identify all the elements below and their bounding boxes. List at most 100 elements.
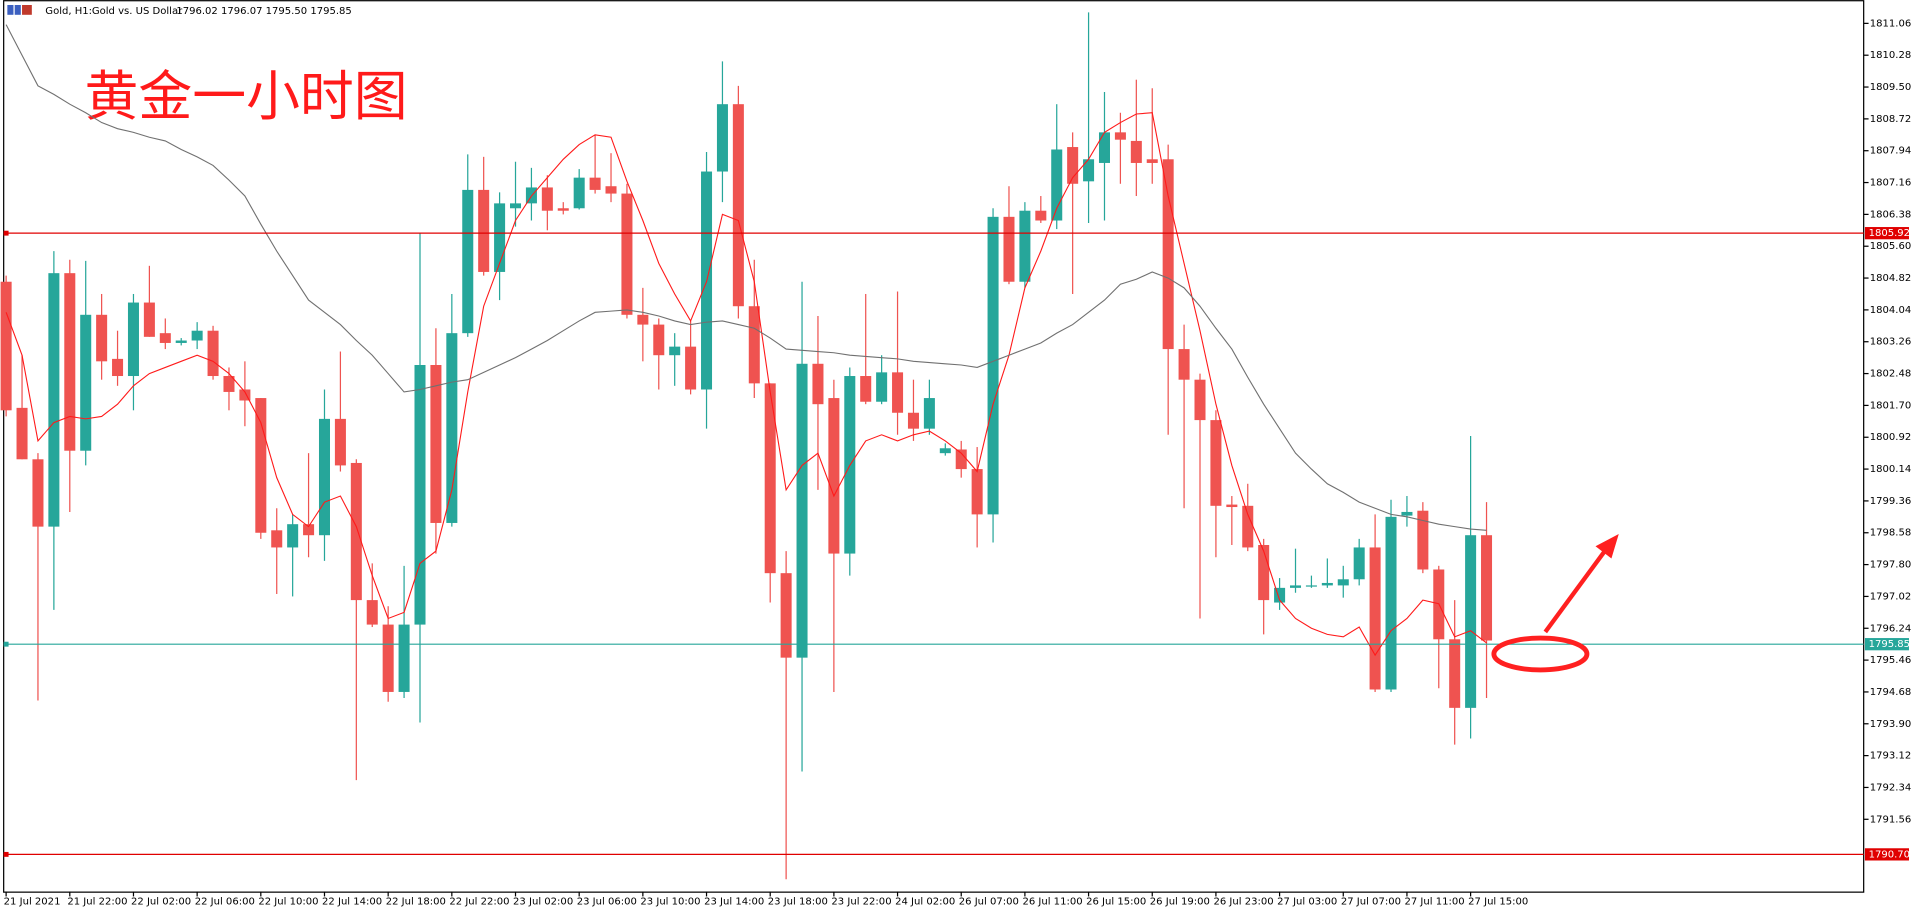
- x-tick-label: 22 Jul 02:00: [131, 896, 191, 907]
- x-tick-label: 23 Jul 14:00: [704, 896, 764, 907]
- y-tick-label: 1808.72: [1870, 114, 1911, 125]
- y-tick-label: 1804.82: [1870, 273, 1911, 284]
- description: Gold vs. US Dollar: [92, 6, 183, 17]
- level-label: 1795.85: [1869, 639, 1910, 650]
- x-tick-label: 23 Jul 18:00: [768, 896, 828, 907]
- candle-body: [1098, 132, 1110, 163]
- level-label-box: [1864, 638, 1909, 651]
- candle-body: [764, 383, 776, 574]
- candle-body: [32, 459, 44, 527]
- candle-body: [1401, 511, 1413, 516]
- x-tick-label: 24 Jul 02:00: [895, 896, 955, 907]
- x-tick-label: 22 Jul 06:00: [195, 896, 255, 907]
- y-tick-label: 1793.12: [1870, 751, 1911, 762]
- candle-body: [1481, 535, 1493, 641]
- candle-body: [971, 469, 983, 515]
- candle-body: [64, 273, 76, 451]
- candle-body: [1178, 349, 1190, 380]
- x-tick-label: 26 Jul 19:00: [1150, 896, 1210, 907]
- y-tick-label: 1804.04: [1870, 305, 1911, 316]
- arrow-shaft: [1543, 547, 1609, 634]
- arrow-head: [1595, 533, 1619, 559]
- level-label: 1790.70: [1869, 849, 1910, 860]
- candle-body: [573, 177, 585, 209]
- candle-body: [175, 340, 187, 343]
- candle-body: [1003, 216, 1015, 282]
- candle-body: [255, 398, 267, 533]
- candle-body: [1194, 379, 1206, 421]
- candle-body: [1130, 140, 1142, 163]
- candle-body: [812, 363, 824, 405]
- candle-body: [923, 398, 935, 429]
- x-tick-label: 23 Jul 06:00: [577, 896, 637, 907]
- x-tick-label: 27 Jul 15:00: [1468, 896, 1528, 907]
- x-tick-label: 22 Jul 14:00: [322, 896, 382, 907]
- x-tick-label: 22 Jul 22:00: [449, 896, 509, 907]
- candle-body: [1321, 582, 1333, 586]
- x-tick-label: 22 Jul 18:00: [386, 896, 446, 907]
- y-tick-label: 1807.16: [1870, 178, 1911, 189]
- candle-body: [1083, 159, 1095, 182]
- candle-body: [127, 302, 139, 377]
- x-tick-label: 26 Jul 15:00: [1086, 896, 1146, 907]
- candle-body: [557, 208, 569, 211]
- candle-body: [876, 372, 888, 402]
- symbol: Gold, H1:: [45, 6, 92, 17]
- ma-line: [5, 112, 1487, 657]
- candle-body: [0, 281, 12, 411]
- candle-body: [1067, 147, 1079, 184]
- level-marker: [3, 851, 9, 857]
- y-tick-label: 1802.48: [1870, 369, 1911, 380]
- y-tick-label: 1800.14: [1870, 464, 1911, 475]
- candle-body: [892, 372, 904, 413]
- candle-body: [159, 333, 171, 343]
- x-tick-label: 27 Jul 07:00: [1341, 896, 1401, 907]
- candle-body: [350, 462, 362, 601]
- candle-body: [1210, 420, 1222, 506]
- candle-body: [398, 624, 410, 692]
- y-tick-label: 1809.50: [1870, 82, 1911, 93]
- y-tick-label: 1795.46: [1870, 655, 1911, 666]
- y-tick-label: 1811.06: [1870, 18, 1911, 29]
- y-tick-label: 1793.90: [1870, 719, 1911, 730]
- candle-body: [16, 407, 28, 460]
- candle-body: [796, 363, 808, 658]
- candle-body: [191, 330, 203, 341]
- y-tick-label: 1805.60: [1870, 241, 1911, 252]
- candle-body: [112, 358, 124, 377]
- level-label: 1805.92: [1869, 228, 1910, 239]
- candle-body: [223, 376, 235, 392]
- quote: 1796.02 1796.07 1795.50 1795.85: [176, 6, 352, 17]
- candle-body: [1290, 585, 1302, 588]
- candle-body: [732, 104, 744, 307]
- candle-body: [1162, 159, 1174, 350]
- level-label-box: [1864, 848, 1909, 861]
- candle-body: [1417, 510, 1429, 570]
- candle-body: [96, 314, 108, 362]
- candle-body: [334, 418, 346, 466]
- candle-body: [462, 189, 474, 334]
- y-tick-label: 1798.58: [1870, 528, 1911, 539]
- candle-body: [987, 216, 999, 515]
- level-marker: [3, 641, 9, 647]
- x-tick-label: 22 Jul 10:00: [258, 896, 318, 907]
- candle-body: [541, 187, 553, 211]
- y-tick-label: 1797.02: [1870, 591, 1911, 602]
- candle-body: [1242, 505, 1254, 548]
- candle-body: [828, 398, 840, 554]
- candle-body: [1385, 516, 1397, 690]
- candle-body: [1449, 639, 1461, 708]
- candle-body: [478, 189, 490, 272]
- candle-body: [382, 624, 394, 692]
- candle-body: [271, 530, 283, 548]
- candle-body: [1146, 159, 1158, 163]
- candle-body: [318, 418, 330, 536]
- candle-body: [605, 186, 617, 194]
- plot-layer: 1811.06 1810.28 1809.50 1808.72 1807.94 1807.…: [0, 12, 1911, 907]
- y-tick-label: 1803.26: [1870, 337, 1911, 348]
- candle-body: [303, 524, 315, 536]
- header-icon: [7, 5, 32, 15]
- annotation: 黄金一小时图: [84, 65, 407, 128]
